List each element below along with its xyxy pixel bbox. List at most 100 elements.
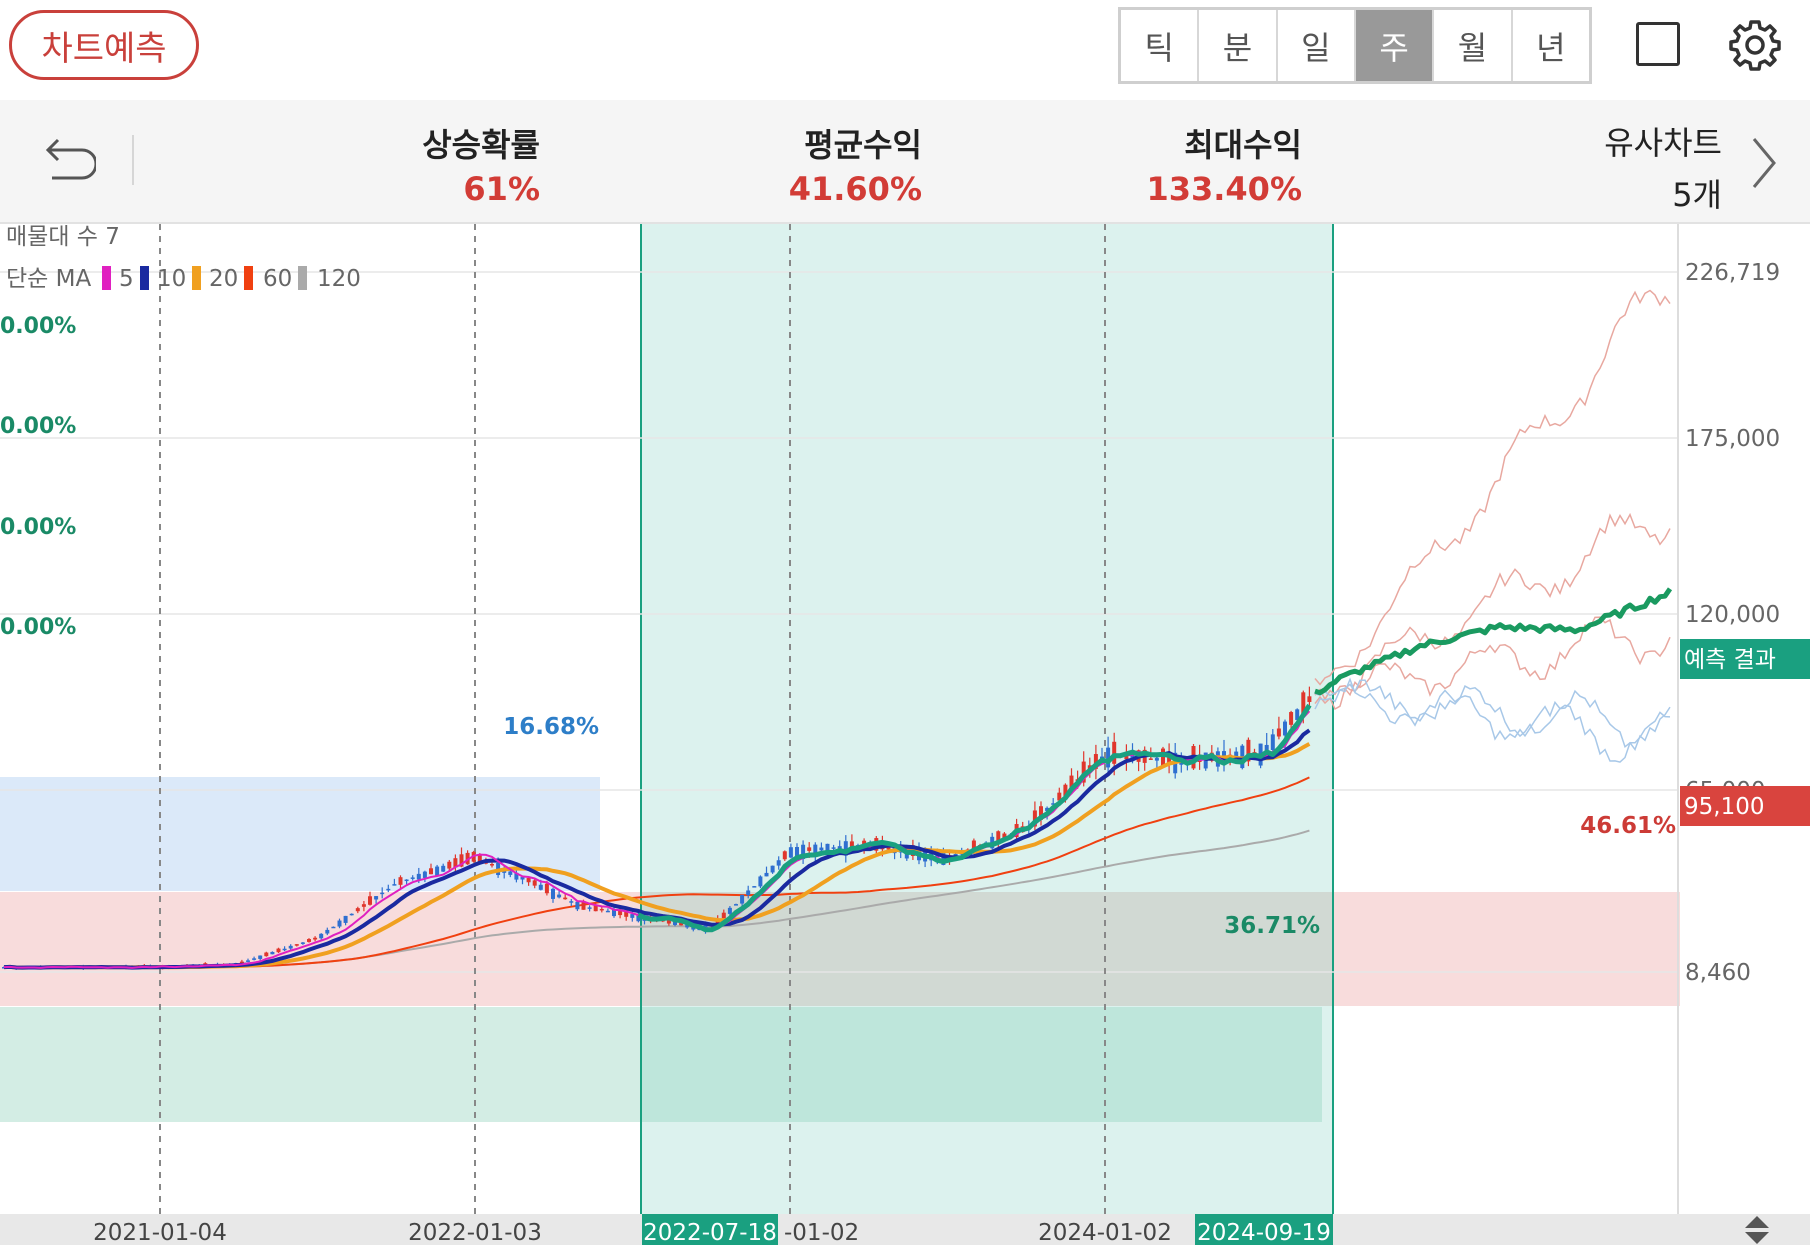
candle-body [1057,792,1062,801]
stock-chart[interactable]: 매물대 수 7 단순 MA 5 10 20 60 120 0.00% 0.00%… [0,224,1810,1245]
stat-rise-probability: 상승확률 61% [400,120,540,208]
candle-body [1112,741,1117,764]
candle-body [666,918,671,924]
candle-body [605,910,610,913]
ma-label-5: 5 [119,266,134,292]
candle-body [1264,744,1269,751]
similar-charts[interactable]: 유사차트 5개 [1604,118,1722,216]
stats-divider [132,135,134,185]
candle-body [1276,728,1281,737]
x-tick-4: 2024-01-02 [1038,1220,1172,1245]
scale-drag-icon[interactable] [1745,1216,1769,1244]
chevron-right-icon[interactable] [1748,135,1780,191]
chart-predict-button[interactable]: 차트예측 [9,10,199,80]
gear-icon[interactable] [1728,18,1782,72]
candle-body [740,894,745,904]
candle-body [1039,806,1043,820]
candle-body [843,841,848,856]
candle-body [1270,734,1275,751]
candle-body [1148,758,1153,760]
candle-body [618,910,623,916]
candle-body [282,948,287,951]
candle-body [453,858,458,868]
candle-body [770,865,775,873]
candle-body [727,907,732,914]
candle-body [581,901,586,910]
ma-color-10 [140,266,149,290]
candle-body [849,841,854,849]
highlight-end-tag [1195,1214,1333,1245]
zone-overlap-green [641,1007,1322,1122]
left-percent-3: 0.00% [0,515,76,540]
candle-body [630,914,635,918]
x-axis-bar [0,1214,1810,1245]
prediction-tag [1680,639,1810,679]
candle-body [587,907,592,909]
candle-body [612,909,616,917]
candle-body [331,926,336,929]
candle-body [374,896,379,900]
x-tick-1: 2021-01-04 [93,1220,227,1245]
candle-body [392,884,397,886]
x-tick-2: 2022-01-03 [408,1220,542,1245]
candle-body [734,904,738,906]
candle-body [1289,712,1294,725]
candle-body [544,883,549,894]
candle-body [721,912,726,919]
candle-body [1093,754,1098,769]
candle-body [514,872,519,880]
candle-body [490,864,494,866]
tab-week[interactable]: 주 [1353,10,1433,81]
tab-year[interactable]: 년 [1510,10,1589,81]
undo-icon[interactable] [36,128,96,188]
candle-body [294,944,299,946]
candle-body [441,865,446,872]
candle-body [1307,696,1312,702]
candle-body [569,901,574,903]
candle-body [825,843,830,856]
candle-body [508,871,513,875]
tab-day[interactable]: 일 [1275,10,1354,81]
candle-body [447,861,452,869]
candle-body [563,897,568,900]
candle-body [1283,721,1287,736]
candle-body [758,876,763,887]
fullscreen-icon[interactable] [1636,22,1680,66]
candle-body [270,951,275,955]
similar-chart-line [1314,677,1671,763]
highlight-start-tag [642,1214,778,1245]
candle-body [1032,810,1037,827]
candle-body [807,847,812,851]
stat-value: 41.60% [788,170,922,208]
tab-tick[interactable]: 틱 [1144,28,1174,67]
tab-month[interactable]: 월 [1432,10,1510,81]
candle-body [1063,784,1068,797]
candle-body [801,844,806,860]
candle-body [1081,761,1086,783]
candle-body [996,831,1001,844]
stat-label: 평균수익 [804,126,922,164]
candle-body [752,886,757,888]
stat-average-return: 평균수익 41.60% [760,120,922,208]
candle-body [551,888,555,899]
candle-body [575,901,580,910]
candle-body [355,908,360,912]
candle-body [264,952,269,957]
candle-body [307,939,311,942]
ma-color-20 [192,266,201,290]
candle-body [252,958,257,960]
candle-body [532,880,537,886]
tab-minute[interactable]: 분 [1197,10,1275,81]
candle-body [398,877,403,885]
candle-body [380,892,385,895]
candle-body [313,937,318,940]
candle-body [1246,739,1251,762]
candle-body [2,967,6,969]
left-percent-4: 0.00% [0,615,76,640]
candle-body [788,847,793,858]
candle-body [410,877,415,879]
ma-label-120: 120 [317,266,361,292]
candle-body [837,846,842,849]
similar-chart-line [1314,679,1671,751]
